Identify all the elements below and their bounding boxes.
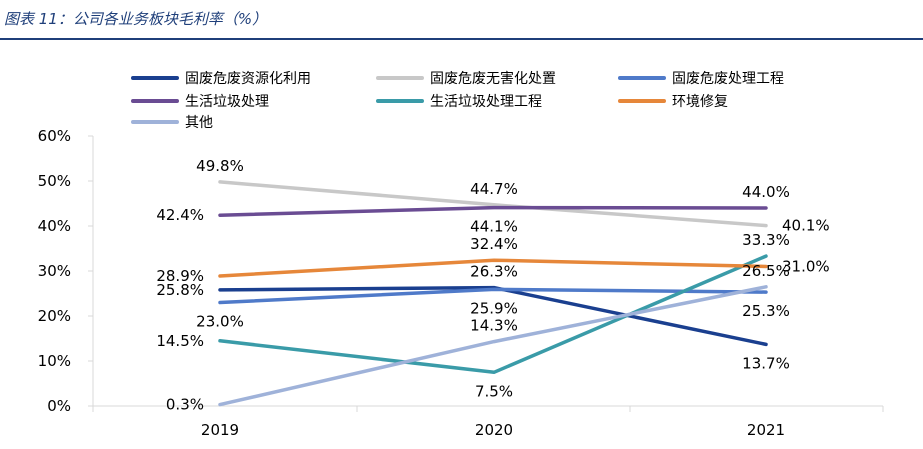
series-line-1 xyxy=(218,285,768,347)
data-label-s4-2021: 44.0% xyxy=(742,183,790,201)
data-label-s2-2020: 44.7% xyxy=(470,180,518,198)
data-label-s6-2019: 28.9% xyxy=(156,267,204,285)
data-label-s5-2019: 14.5% xyxy=(156,332,204,350)
chart-data-labels: 25.8% 26.3% 13.7% 49.8% 44.7% 40.1% 23.0% 25.9%… xyxy=(156,157,829,414)
x-tick-label: 2019 xyxy=(201,421,239,439)
y-tick-label: 0% xyxy=(47,397,71,415)
y-tick-label: 10% xyxy=(38,352,71,370)
data-label-s2-2021: 40.1% xyxy=(782,217,830,235)
legend-label-7: 其他 xyxy=(185,115,213,131)
y-tick-label: 30% xyxy=(38,262,71,280)
legend-label-2: 固废危废无害化处置 xyxy=(430,71,556,87)
data-label-s1-2020: 26.3% xyxy=(470,263,518,281)
data-label-s3-2020: 25.9% xyxy=(470,299,518,317)
legend-label-6: 环境修复 xyxy=(672,93,728,110)
chart-series-lines xyxy=(218,180,768,407)
y-tick-label: 20% xyxy=(38,307,71,325)
legend-label-1: 固废危废资源化利用 xyxy=(185,71,311,87)
figure-title: 图表 11：公司各业务板块毛利率（%） xyxy=(4,10,268,28)
legend-label-4: 生活垃圾处理 xyxy=(185,94,269,110)
data-label-s1-2021: 13.7% xyxy=(742,354,790,372)
data-label-s7-2021: 26.5% xyxy=(742,262,790,280)
data-label-s5-2020: 7.5% xyxy=(475,382,513,400)
legend-label-3: 固废危废处理工程 xyxy=(672,71,784,87)
x-tick-label: 2021 xyxy=(747,421,785,439)
figure-header: 图表 11：公司各业务板块毛利率（%） xyxy=(0,0,923,40)
series-line-3 xyxy=(218,287,768,305)
data-label-s1-2019: 25.8% xyxy=(156,281,204,299)
series-line-2 xyxy=(218,180,768,228)
data-label-s7-2020: 14.3% xyxy=(470,317,518,335)
series-line-4 xyxy=(218,205,768,217)
series-line-5 xyxy=(218,254,768,375)
y-tick-label: 60% xyxy=(38,127,71,145)
data-label-s2-2019: 49.8% xyxy=(196,157,244,175)
series-line-7 xyxy=(218,285,768,407)
legend-label-5: 生活垃圾处理工程 xyxy=(430,94,542,110)
series-line-6 xyxy=(218,258,768,278)
x-tick-label: 2020 xyxy=(475,421,513,439)
data-label-s3-2019: 23.0% xyxy=(196,313,244,331)
data-label-s3-2021: 25.3% xyxy=(742,302,790,320)
data-label-s4-2019: 42.4% xyxy=(156,206,204,224)
data-label-s6-2021: 31.0% xyxy=(782,258,830,276)
data-label-s7-2019: 0.3% xyxy=(166,396,204,414)
data-label-s6-2020: 32.4% xyxy=(470,235,518,253)
chart-axes: 0% 10% 20% 30% 40% 50% 60% 2019 2020 2021 xyxy=(38,127,884,439)
y-tick-label: 40% xyxy=(38,217,71,235)
data-label-s4-2020: 44.1% xyxy=(470,218,518,236)
data-label-s5-2021: 33.3% xyxy=(742,231,790,249)
y-tick-label: 50% xyxy=(38,172,71,190)
title-rule xyxy=(0,38,923,40)
